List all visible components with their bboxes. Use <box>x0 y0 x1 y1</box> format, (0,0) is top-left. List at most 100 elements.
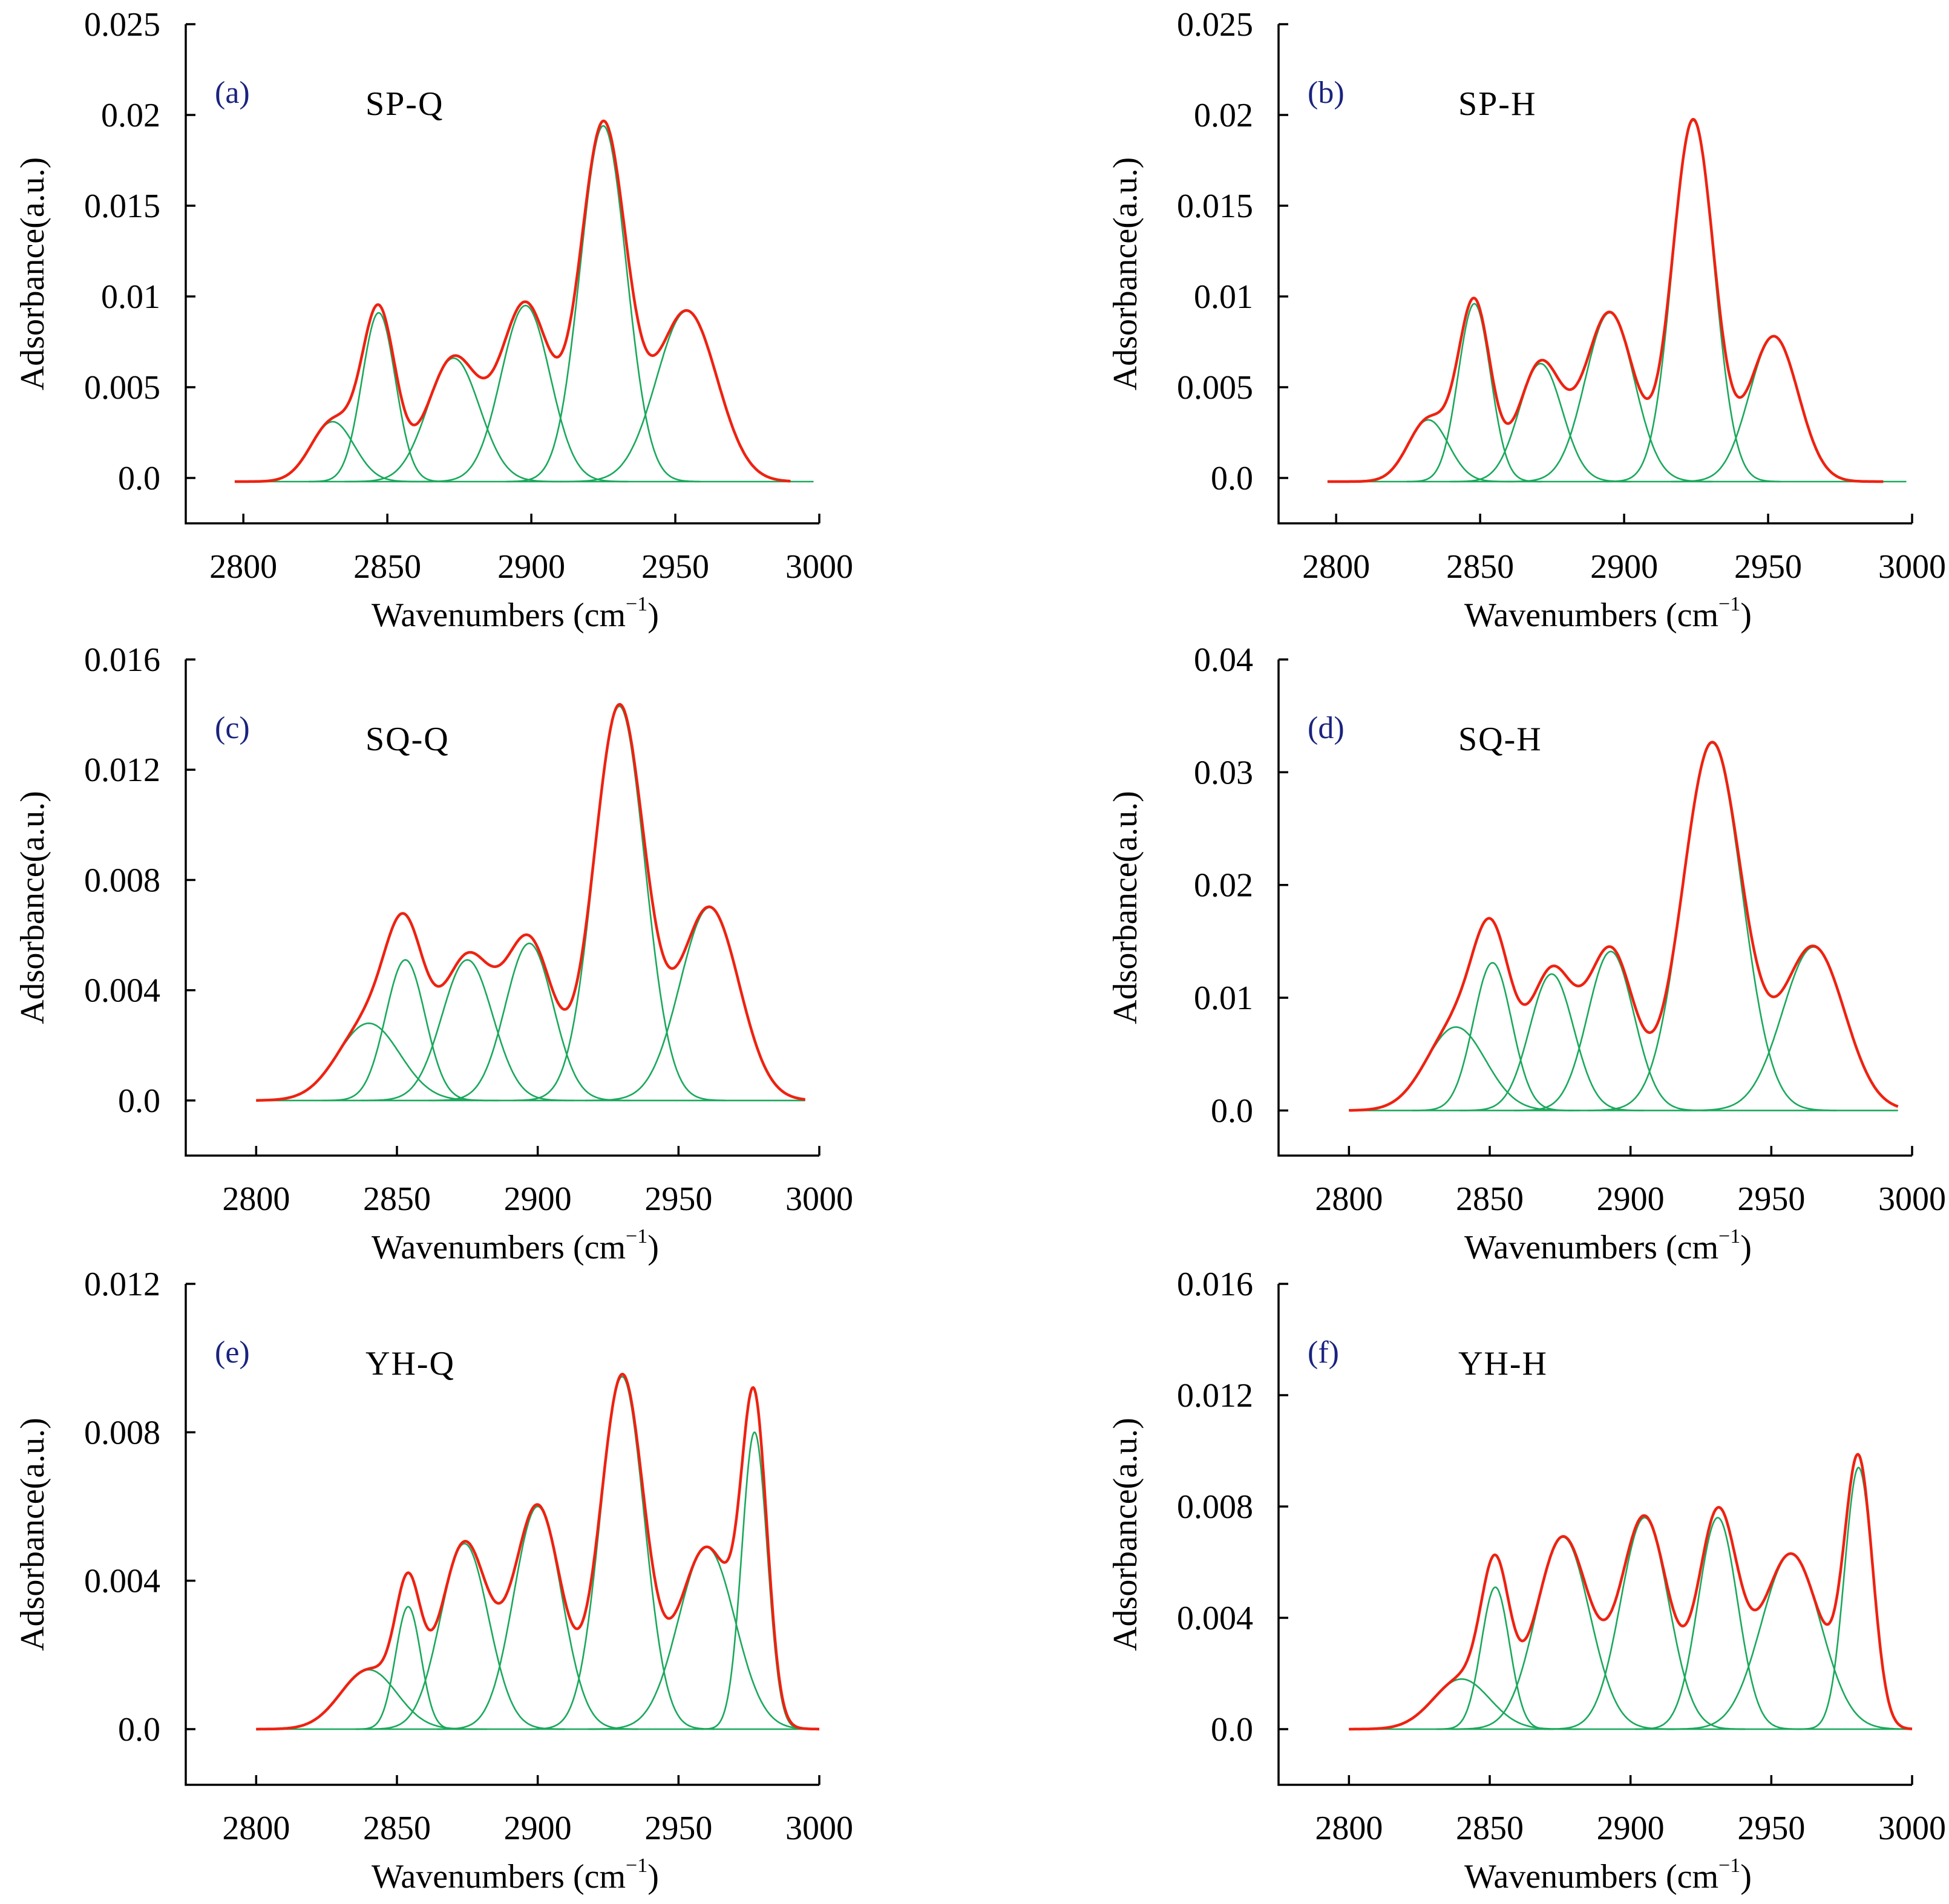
component-peak-4 <box>437 1505 638 1730</box>
y-tick-label: 0.015 <box>84 188 160 225</box>
x-axis-title-text: Wavenumbers (cm <box>1464 597 1718 634</box>
y-tick-label: 0.016 <box>84 641 160 679</box>
y-tick-label: 0.02 <box>101 97 160 134</box>
component-peak-5 <box>1606 119 1781 483</box>
x-tick-label: 3000 <box>1878 1810 1946 1847</box>
component-peak-3 <box>364 1543 565 1730</box>
y-tick-label: 0.02 <box>1194 867 1253 905</box>
x-axis-title: Wavenumbers (cm−1) <box>1464 1854 1752 1896</box>
y-tick-label: 0.015 <box>1177 188 1253 225</box>
component-peak-6 <box>588 1546 819 1730</box>
x-tick-label: 2950 <box>1734 548 1802 586</box>
x-axis-title-text: Wavenumbers (cm <box>1464 1858 1718 1896</box>
panel-letter: (a) <box>215 76 250 110</box>
sample-name: YH-Q <box>365 1345 455 1382</box>
x-axis-title-sup: −1 <box>626 1225 647 1248</box>
component-peak-2 <box>1406 303 1542 483</box>
x-tick-label: 2850 <box>353 548 421 586</box>
y-tick-label: 0.01 <box>1194 278 1253 316</box>
x-tick-label: 2800 <box>1315 1810 1383 1847</box>
sample-name: SQ-Q <box>365 721 450 758</box>
y-tick-label: 0.004 <box>1177 1600 1253 1637</box>
x-tick-label: 2900 <box>1597 1180 1665 1218</box>
panel-letter: (e) <box>215 1335 250 1370</box>
x-tick-label: 3000 <box>1878 1180 1946 1218</box>
x-axis-title-text: Wavenumbers (cm <box>372 1229 626 1266</box>
component-peak-5 <box>529 1376 715 1730</box>
x-axis-title-text: Wavenumbers (cm <box>372 597 626 634</box>
component-peak-1 <box>1343 419 1513 483</box>
panel-letter: (c) <box>215 711 250 745</box>
y-tick-label: 0.0 <box>118 1711 160 1749</box>
component-peak-1 <box>1349 1678 1580 1730</box>
x-tick-label: 2900 <box>504 1810 572 1847</box>
x-tick-label: 2850 <box>1456 1180 1524 1218</box>
sample-name: YH-H <box>1458 1345 1548 1382</box>
x-axis-title-text: Wavenumbers (cm <box>372 1858 626 1896</box>
component-peak-1 <box>241 420 424 483</box>
x-tick-label: 2950 <box>1737 1180 1805 1218</box>
y-tick-label: 0.008 <box>1177 1488 1253 1526</box>
component-peak-2 <box>308 312 450 483</box>
x-tick-label: 2800 <box>209 548 277 586</box>
x-axis-title: Wavenumbers (cm−1) <box>372 1854 659 1896</box>
x-axis-title: Wavenumbers (cm−1) <box>1464 593 1752 634</box>
component-peak-2 <box>323 959 488 1102</box>
axis-frame <box>185 24 819 525</box>
axis-frame <box>1277 1284 1912 1786</box>
component-peak-3 <box>361 959 574 1102</box>
x-tick-label: 2850 <box>363 1180 431 1218</box>
x-tick-label: 2900 <box>1597 1810 1665 1847</box>
y-tick-label: 0.02 <box>1194 97 1253 134</box>
y-tick-label: 0.008 <box>84 1414 160 1451</box>
y-tick-label: 0.01 <box>101 278 160 316</box>
x-axis-title-text: Wavenumbers (cm <box>1464 1229 1718 1266</box>
x-axis-title: Wavenumbers (cm−1) <box>372 1225 659 1266</box>
component-peak-2 <box>355 1606 462 1730</box>
x-tick-label: 2950 <box>641 548 709 586</box>
component-peak-6 <box>1683 946 1899 1111</box>
x-axis-title-sup: −1 <box>1718 593 1740 615</box>
chart-panel-e: 0.0 0.004 0.008 0.012 2800 2850 2900 2950 3000 Wa… <box>14 1266 853 1896</box>
y-tick-label: 0.0 <box>118 1082 160 1120</box>
x-tick-label: 2950 <box>644 1180 712 1218</box>
y-tick-label: 0.01 <box>1194 980 1253 1017</box>
component-peak-2 <box>1436 1586 1555 1730</box>
y-axis-title: Adsorbance(a.u.) <box>14 1418 51 1651</box>
axis-frame <box>185 1284 819 1786</box>
sample-name: SP-Q <box>365 85 444 123</box>
x-axis-title-close: ) <box>647 597 659 634</box>
component-peak-5 <box>513 705 726 1102</box>
chart-panel-d: 0.0 0.01 0.02 0.03 0.04 2800 2850 2900 2950 3000 W… <box>1107 641 1946 1266</box>
total-fit-curve <box>255 702 806 1102</box>
y-tick-label: 0.004 <box>84 972 160 1010</box>
x-tick-label: 2850 <box>1456 1810 1524 1847</box>
component-peak-6 <box>585 906 805 1102</box>
x-axis-title-sup: −1 <box>626 593 647 615</box>
panel-letter: (b) <box>1308 76 1345 110</box>
y-axis-title: Adsorbance(a.u.) <box>1107 157 1144 391</box>
x-tick-label: 2800 <box>1315 1180 1383 1218</box>
component-peak-3 <box>1450 362 1631 483</box>
component-peak-3 <box>344 357 563 483</box>
total-fit-curve <box>1326 117 1884 483</box>
x-tick-label: 3000 <box>1878 548 1946 586</box>
x-tick-label: 2900 <box>1590 548 1658 586</box>
y-tick-label: 0.012 <box>84 1266 160 1303</box>
y-axis-title: Adsorbance(a.u.) <box>1107 1418 1144 1651</box>
component-peak-5 <box>506 125 700 483</box>
x-axis-title: Wavenumbers (cm−1) <box>1464 1225 1752 1266</box>
x-tick-label: 2800 <box>1302 548 1370 586</box>
y-tick-label: 0.004 <box>84 1563 160 1600</box>
y-tick-label: 0.025 <box>84 6 160 44</box>
x-tick-label: 2900 <box>497 548 565 586</box>
y-axis-title: Adsorbance(a.u.) <box>14 157 51 391</box>
x-axis-title-close: ) <box>647 1229 659 1266</box>
x-tick-label: 2800 <box>222 1810 290 1847</box>
y-tick-label: 0.008 <box>84 862 160 899</box>
y-axis-title: Adsorbance(a.u.) <box>14 791 51 1024</box>
y-tick-label: 0.0 <box>1211 1711 1253 1749</box>
axis-frame <box>185 659 819 1157</box>
axis-frame <box>1277 659 1912 1157</box>
